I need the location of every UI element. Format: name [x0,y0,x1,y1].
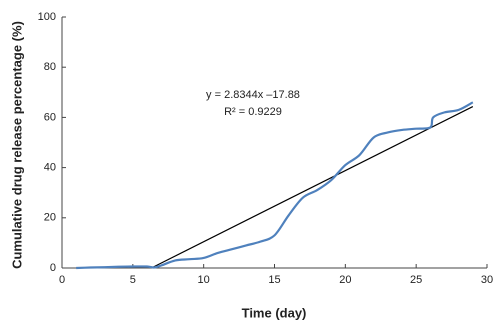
r-squared: R² = 0.9229 [224,106,282,118]
y-tick-label: 80 [44,61,56,73]
y-tick-label: 60 [44,111,56,123]
trend-line [151,106,474,269]
x-tick-label: 0 [59,274,65,286]
y-tick-label: 0 [50,262,56,274]
x-tick-label: 10 [198,274,210,286]
y-axis-label: Cumulative drug release percentage (%) [9,21,24,269]
x-tick-label: 15 [268,274,280,286]
x-tick-label: 25 [410,274,422,286]
equation: y = 2.8344x –17.88 [206,89,300,101]
y-tick-label: 100 [38,11,56,23]
x-tick-label: 5 [130,274,136,286]
x-axis-label: Time (day) [242,305,307,320]
x-tick-label: 20 [339,274,351,286]
y-tick-label: 20 [44,212,56,224]
y-tick-label: 40 [44,162,56,174]
data-line [76,101,474,270]
x-tick-label: 30 [481,274,493,286]
